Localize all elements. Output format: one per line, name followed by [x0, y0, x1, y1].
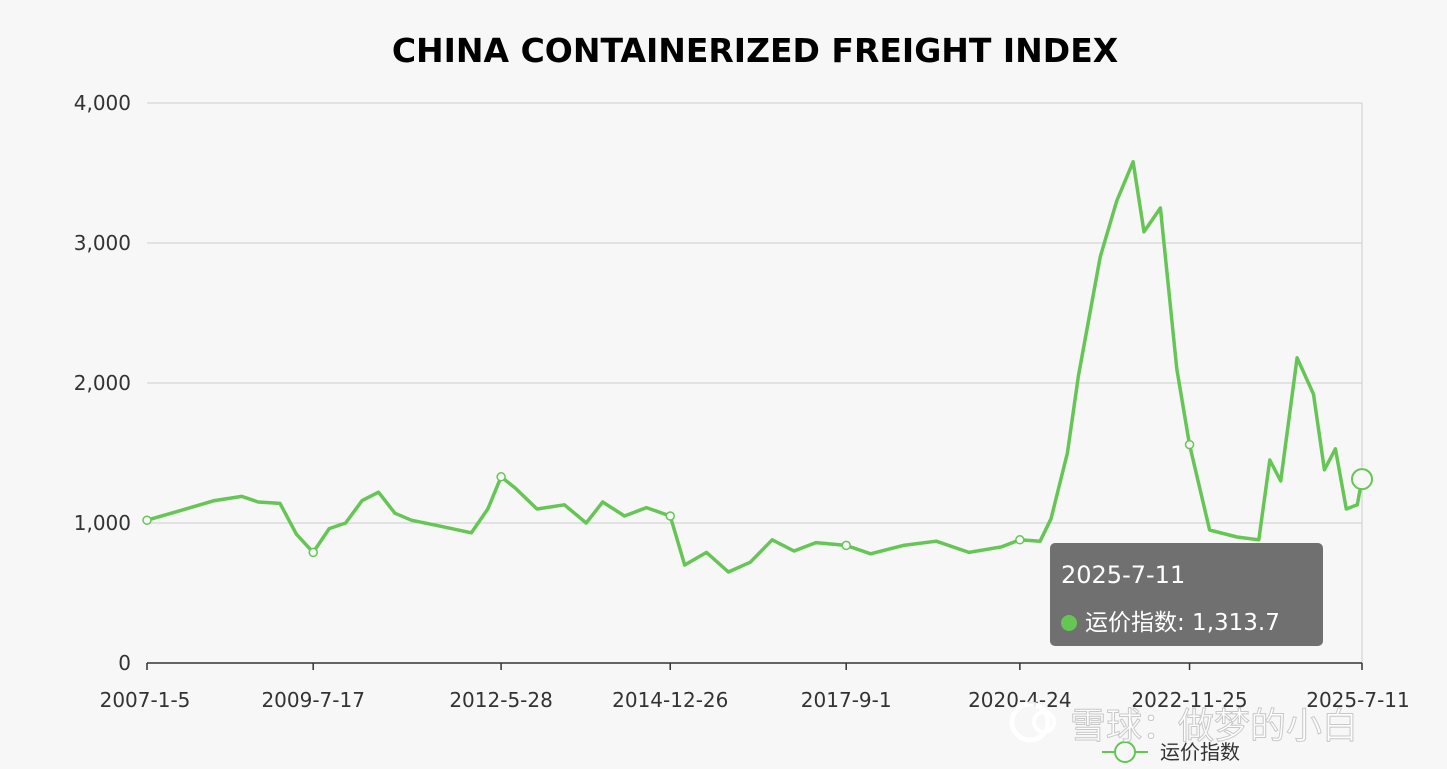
x-tick-label: 2014-12-26 — [612, 688, 728, 712]
x-tick-label: 2022-11-25 — [1131, 688, 1247, 712]
data-point — [841, 540, 851, 551]
series-layer — [142, 160, 1373, 574]
data-point — [308, 547, 318, 558]
legend[interactable]: 运价指数 — [1102, 740, 1240, 764]
x-axis: 2007-1-5 2009-7-17 2012-5-28 2014-12-26 2017… — [100, 662, 1410, 712]
y-tick-label: 0 — [118, 651, 131, 675]
tooltip-value: 运价指数: 1,313.7 — [1085, 610, 1280, 636]
data-point — [1015, 535, 1025, 545]
x-tick-label: 2007-1-5 — [100, 688, 191, 712]
tooltip-date: 2025-7-11 — [1061, 561, 1186, 589]
series-line — [146, 160, 1364, 574]
y-axis: 0 1,000 2,000 3,000 4,000 — [74, 91, 131, 675]
x-tick-label: 2017-9-1 — [801, 688, 892, 712]
data-point — [1184, 439, 1195, 450]
series-color-dot-icon — [1061, 615, 1077, 631]
x-tick-label: 2025-7-11 — [1306, 688, 1410, 712]
x-tick-label: 2009-7-17 — [261, 688, 365, 712]
chart-title: CHINA CONTAINERIZED FREIGHT INDEX — [392, 31, 1118, 70]
tooltip: 2025-7-11 运价指数: 1,313.7 — [1050, 543, 1323, 646]
data-point — [142, 515, 152, 525]
data-point — [496, 472, 506, 482]
legend-marker-icon — [1114, 741, 1136, 763]
y-tick-label: 4,000 — [74, 91, 131, 115]
tooltip-value-row: 运价指数: 1,313.7 — [1061, 603, 1280, 637]
watermark-text: 雪球：做梦的小白 — [1070, 706, 1358, 747]
grid-lines — [147, 102, 1363, 663]
y-tick-label: 1,000 — [74, 511, 131, 535]
x-tick-label: 2012-5-28 — [449, 688, 553, 712]
data-point — [665, 511, 675, 521]
legend-label: 运价指数 — [1160, 740, 1240, 764]
y-tick-label: 2,000 — [74, 371, 131, 395]
highlighted-point — [1351, 468, 1373, 491]
y-tick-label: 3,000 — [74, 231, 131, 255]
watermark-logo-icon — [1009, 701, 1056, 743]
